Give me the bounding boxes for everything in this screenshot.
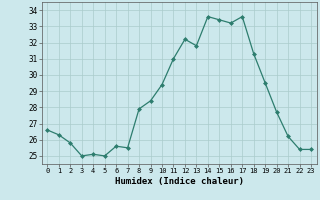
- X-axis label: Humidex (Indice chaleur): Humidex (Indice chaleur): [115, 177, 244, 186]
